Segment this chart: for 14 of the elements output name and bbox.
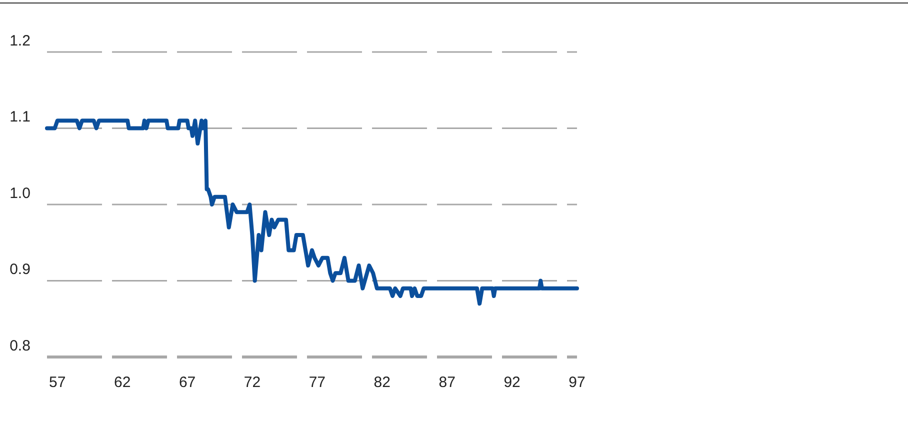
y-tick-label: 1.1 <box>10 108 30 126</box>
x-tick-label: 77 <box>308 374 326 391</box>
y-tick-label: 0.9 <box>10 261 30 278</box>
x-tick-label: 62 <box>114 374 131 391</box>
x-tick-label: 97 <box>568 374 586 391</box>
x-tick-label: 92 <box>504 374 520 391</box>
x-tick-label: 82 <box>374 374 390 391</box>
x-tick-label: 87 <box>438 374 456 391</box>
x-tick-label: 67 <box>178 374 196 391</box>
x-tick-label: 57 <box>49 374 66 391</box>
y-tick-label: 1.0 <box>10 184 30 202</box>
y-tick-label: 0.8 <box>10 337 30 354</box>
x-tick-label: 72 <box>244 374 261 391</box>
y-tick-label: 1.2 <box>10 32 30 50</box>
